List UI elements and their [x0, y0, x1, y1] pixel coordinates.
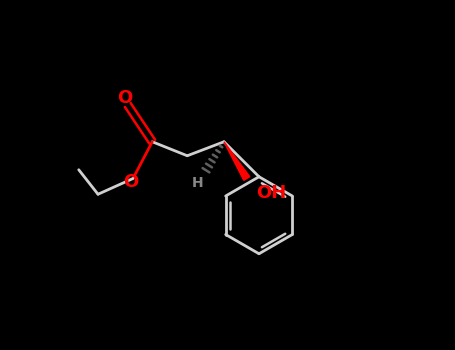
Text: H: H: [192, 176, 203, 190]
Text: O: O: [124, 173, 139, 191]
Polygon shape: [224, 142, 250, 180]
Text: O: O: [116, 89, 132, 107]
Text: OH: OH: [256, 183, 286, 202]
